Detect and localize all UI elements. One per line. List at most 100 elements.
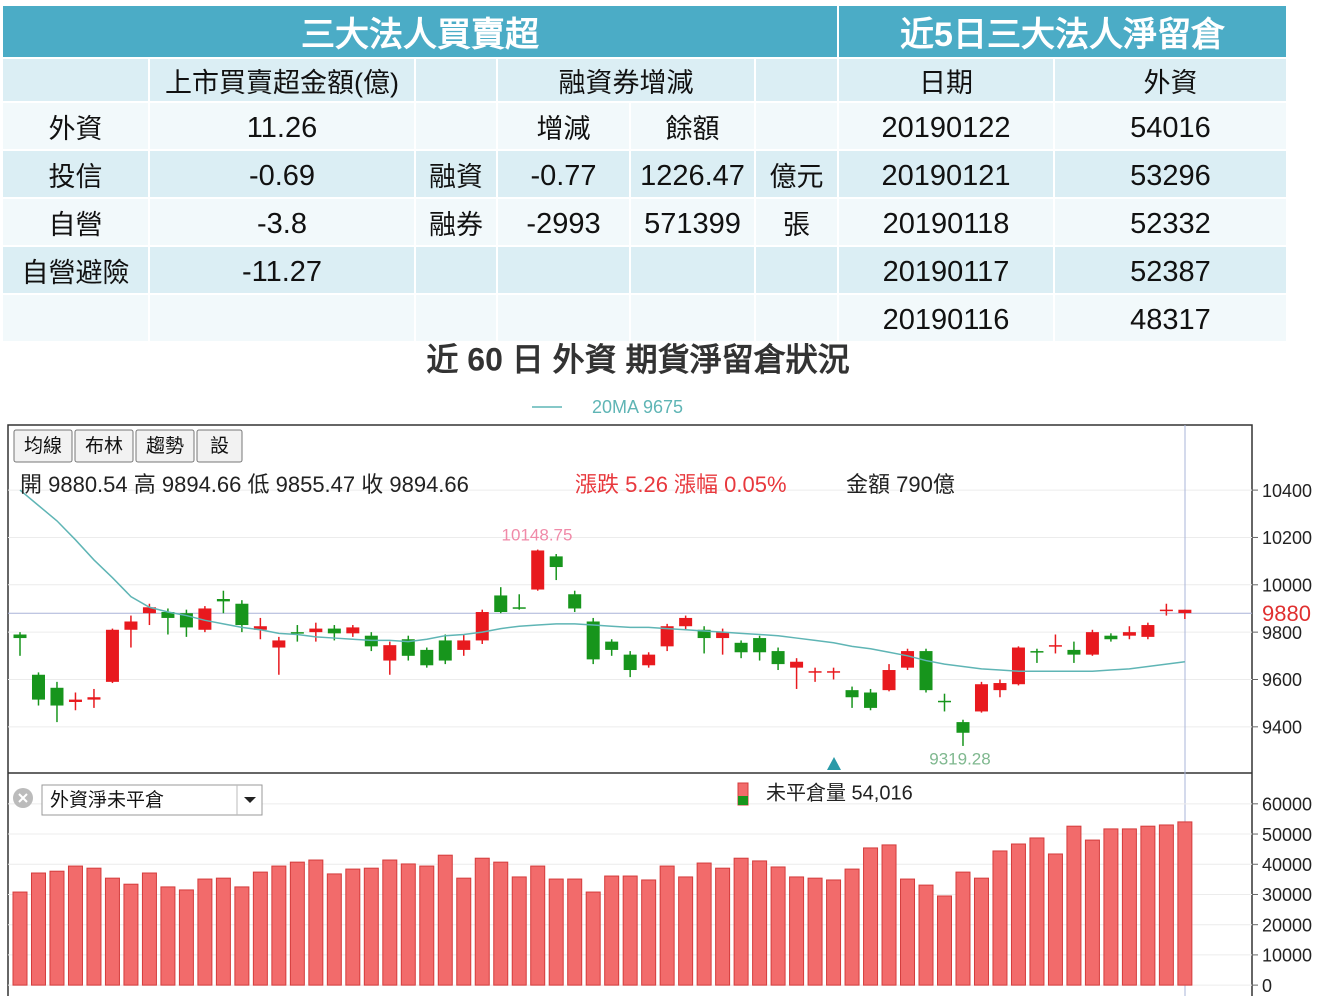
candle-body bbox=[1122, 632, 1136, 636]
bar bbox=[67, 865, 83, 986]
candle-body bbox=[1048, 645, 1062, 647]
y-tick-label: 9400 bbox=[1262, 718, 1302, 738]
bar bbox=[604, 875, 620, 986]
bar bbox=[937, 895, 952, 986]
y-tick-label: 9600 bbox=[1262, 670, 1302, 690]
cell: 48317 bbox=[1053, 293, 1288, 343]
toolbar-button[interactable] bbox=[196, 429, 243, 463]
bar bbox=[1010, 843, 1026, 986]
candle-body bbox=[253, 626, 267, 630]
candle-body bbox=[87, 697, 101, 700]
bar bbox=[252, 871, 268, 986]
bar bbox=[104, 877, 120, 986]
y-tick-label: 10000 bbox=[1262, 946, 1312, 966]
candle-body bbox=[1085, 632, 1099, 655]
candle-body bbox=[13, 634, 27, 639]
bar bbox=[86, 867, 102, 986]
y-tick-label: 0 bbox=[1262, 976, 1272, 996]
bar bbox=[12, 891, 28, 986]
candle-body bbox=[161, 612, 175, 618]
y-tick-label: 60000 bbox=[1262, 795, 1312, 815]
candle-body bbox=[568, 594, 582, 609]
cell: 52332 bbox=[1053, 197, 1288, 247]
chart-title: 近 60 日 外資 期貨淨留倉狀況 bbox=[426, 341, 849, 377]
bar bbox=[511, 876, 527, 986]
cell: 11.26 bbox=[148, 101, 416, 151]
cell: 53296 bbox=[1053, 149, 1288, 199]
bar bbox=[437, 854, 453, 986]
ma-line bbox=[19, 489, 1185, 672]
bar bbox=[141, 872, 157, 986]
candle-body bbox=[790, 661, 804, 668]
toolbar-button-label: 趨勢 bbox=[146, 435, 184, 457]
cell: 1226.47 bbox=[629, 149, 756, 199]
table-header: 近5日三大法人淨留倉 bbox=[837, 4, 1288, 59]
quote-info: 金額 790億 bbox=[846, 472, 955, 497]
cell: -11.27 bbox=[148, 245, 416, 295]
table-header: 三大法人買賣超 bbox=[1, 4, 839, 59]
cell: 20190117 bbox=[837, 245, 1055, 295]
marker bbox=[827, 757, 841, 770]
dropdown-arrow bbox=[244, 797, 256, 803]
candle-body bbox=[327, 628, 341, 634]
bar bbox=[1029, 837, 1045, 986]
column-header: 外資 bbox=[1053, 57, 1288, 103]
bar bbox=[474, 857, 490, 986]
bar bbox=[123, 883, 139, 986]
candle-body bbox=[512, 607, 526, 609]
bar bbox=[548, 878, 564, 986]
bar bbox=[493, 861, 509, 986]
column-header: 增減 bbox=[496, 101, 631, 151]
candle-body bbox=[864, 692, 878, 708]
candle-body bbox=[142, 607, 156, 614]
candle-body bbox=[105, 629, 119, 682]
bar bbox=[585, 891, 601, 986]
bar bbox=[1121, 828, 1137, 986]
candle-body bbox=[1104, 635, 1118, 640]
bar bbox=[918, 884, 934, 986]
row-label: 融券 bbox=[414, 197, 498, 247]
cell: 20190116 bbox=[837, 293, 1055, 343]
candle-body bbox=[216, 599, 230, 602]
toolbar-button[interactable] bbox=[13, 429, 73, 463]
candle-body bbox=[420, 649, 434, 666]
legend-label: 20MA 9675 bbox=[592, 397, 683, 417]
candle-body bbox=[623, 654, 637, 671]
dropdown-label: 外資淨未平倉 bbox=[50, 789, 164, 811]
column-header: 融資券增減 bbox=[496, 57, 756, 103]
cell: 20190122 bbox=[837, 101, 1055, 151]
candle-body bbox=[1067, 649, 1081, 655]
candle-body bbox=[901, 651, 915, 668]
bar bbox=[567, 878, 583, 986]
toolbar-button[interactable] bbox=[74, 429, 134, 463]
candle-body bbox=[438, 640, 452, 661]
bar bbox=[326, 873, 342, 986]
bar bbox=[178, 889, 194, 986]
candle-body bbox=[919, 651, 933, 691]
cell: -3.8 bbox=[148, 197, 416, 247]
candle-body bbox=[475, 612, 489, 641]
candle-body bbox=[827, 671, 841, 673]
bar bbox=[160, 886, 176, 986]
bar bbox=[752, 860, 768, 986]
y-tick-label: 9800 bbox=[1262, 623, 1302, 643]
candle-body bbox=[346, 627, 360, 634]
cell: -2993 bbox=[496, 197, 631, 247]
y-tick-label: 50000 bbox=[1262, 825, 1312, 845]
toolbar-button-label: 均線 bbox=[24, 435, 62, 457]
cell: 571399 bbox=[629, 197, 756, 247]
bar bbox=[400, 863, 416, 986]
candle-body bbox=[401, 639, 415, 656]
dropdown[interactable] bbox=[41, 784, 263, 816]
cell: 張 bbox=[754, 197, 839, 247]
candle-body bbox=[494, 595, 508, 613]
price-tag-bg bbox=[1254, 600, 1331, 627]
candle-body bbox=[124, 621, 138, 630]
candle-body bbox=[993, 683, 1007, 691]
candle-body bbox=[272, 640, 286, 648]
bar bbox=[49, 870, 65, 986]
toolbar-button[interactable] bbox=[135, 429, 195, 463]
candle-body bbox=[290, 632, 304, 634]
candle-body bbox=[605, 641, 619, 650]
bar bbox=[844, 868, 860, 986]
